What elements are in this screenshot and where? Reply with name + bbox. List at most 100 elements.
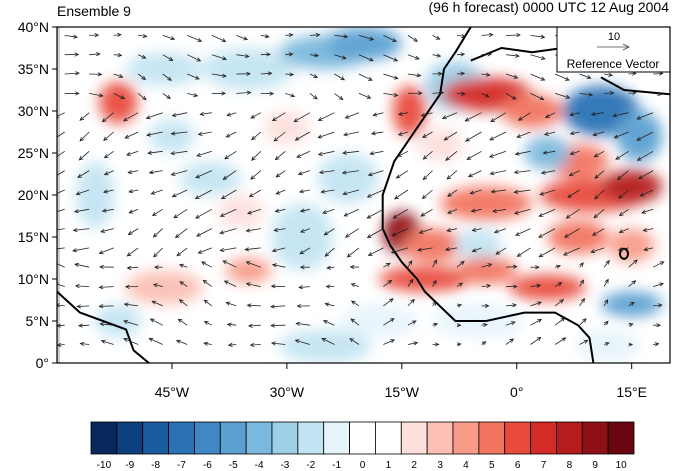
- wind-vector: [342, 189, 360, 196]
- wind-vector: [325, 284, 335, 289]
- wind-vector: [565, 208, 580, 219]
- wind-vector: [603, 299, 609, 307]
- wind-vector: [636, 131, 654, 141]
- wind-vector: [569, 112, 580, 117]
- anomaly-blob: [271, 203, 333, 271]
- wind-vector: [618, 189, 629, 199]
- wind-vector: [150, 189, 163, 195]
- colorbar-label: -1: [332, 460, 341, 471]
- wind-vector: [321, 337, 335, 345]
- colorbar-swatch: [349, 421, 376, 455]
- lon-tick-label: 45°W: [155, 384, 190, 400]
- wind-vector: [349, 338, 360, 345]
- wind-vector: [324, 247, 335, 257]
- wind-vector: [470, 208, 482, 213]
- wind-vector: [554, 299, 565, 307]
- wind-vector: [219, 208, 237, 217]
- wind-vector: [200, 261, 212, 268]
- wind-vector: [515, 228, 531, 236]
- forecast-time-title: (96 h forecast) 0000 UTC 12 Aug 2004: [429, 0, 670, 15]
- wind-vector: [628, 322, 634, 327]
- colorbar-label: -3: [280, 460, 289, 471]
- wind-vector: [248, 189, 262, 198]
- wind-vector: [407, 278, 414, 287]
- colorbar: -10 -9 -8 -7 -6 -5 -4 -3 -2 -1 0 1 2 3 4 5 6 7 8 9 10: [90, 421, 635, 471]
- anomaly-blob: [317, 153, 379, 204]
- wind-vector: [100, 228, 114, 233]
- wind-vector: [615, 150, 629, 160]
- wind-vector: [251, 151, 262, 161]
- wind-vector: [346, 247, 360, 258]
- wind-vector: [383, 262, 391, 268]
- wind-vector: [445, 150, 458, 161]
- wind-vector: [505, 32, 521, 38]
- wind-vector: [447, 189, 458, 197]
- wind-vector: [366, 228, 384, 238]
- wind-vector: [613, 131, 629, 139]
- wind-vector: [285, 93, 296, 98]
- anomaly-blob: [95, 304, 142, 338]
- colorbar-label: -10: [97, 460, 112, 471]
- wind-vector: [422, 131, 433, 138]
- wind-vector: [418, 228, 433, 234]
- wind-vector: [367, 170, 384, 177]
- wind-vector: [299, 208, 310, 213]
- wind-vector: [579, 92, 594, 97]
- wind-vector: [128, 208, 139, 214]
- wind-vector: [245, 282, 261, 287]
- anomaly-blob: [378, 266, 471, 292]
- wind-vector: [530, 336, 542, 345]
- wind-vector: [554, 337, 567, 345]
- wind-vector: [618, 208, 629, 217]
- wind-vector: [464, 112, 482, 122]
- wind-vector: [612, 112, 629, 118]
- wind-vector: [471, 247, 482, 253]
- wind-vector: [513, 189, 531, 194]
- wind-vector: [211, 35, 227, 42]
- wind-vector: [492, 208, 507, 213]
- wind-vector: [124, 284, 139, 289]
- anomaly-blob: [125, 270, 203, 305]
- wind-vector: [481, 283, 492, 289]
- lon-tick-label: 30°W: [270, 384, 305, 400]
- wind-vector: [77, 170, 90, 178]
- wind-vector: [481, 341, 487, 346]
- wind-vector: [195, 170, 212, 179]
- wind-vector: [530, 54, 546, 60]
- wind-vector: [490, 189, 507, 194]
- wind-vector: [516, 131, 531, 138]
- wind-vector: [113, 93, 126, 99]
- wind-vector: [295, 321, 310, 326]
- wind-vector: [203, 341, 212, 346]
- wind-vector: [226, 322, 237, 327]
- wind-vector: [171, 112, 188, 118]
- wind-vector: [481, 322, 488, 328]
- wind-vector: [407, 35, 419, 42]
- wind-vector: [122, 112, 139, 122]
- colorbar-swatch: [219, 421, 247, 455]
- wind-vector: [432, 301, 437, 307]
- wind-vector: [57, 150, 65, 157]
- wind-vector: [64, 34, 79, 39]
- lon-tick-label: 0°: [510, 384, 523, 400]
- wind-vector: [299, 265, 310, 270]
- wind-vector: [616, 170, 629, 181]
- wind-vector: [99, 322, 114, 327]
- wind-vector: [653, 303, 663, 308]
- reference-vector-magnitude: 10: [608, 31, 620, 43]
- wind-vector: [538, 228, 556, 238]
- colorbar-label: -8: [151, 460, 160, 471]
- anomaly-blob: [501, 94, 563, 128]
- wind-vector: [123, 337, 139, 345]
- anomaly-blob: [179, 161, 241, 195]
- wind-vector: [294, 339, 311, 345]
- wind-vector: [148, 170, 163, 175]
- wind-vector: [639, 189, 654, 197]
- longitude-axis: 45°W 30°W 15°W 0° 15°E: [155, 363, 647, 400]
- wind-vector: [293, 112, 311, 123]
- wind-vector: [250, 112, 261, 119]
- wind-vector: [590, 111, 605, 117]
- anomaly-blob: [509, 274, 586, 300]
- wind-vector: [251, 131, 262, 141]
